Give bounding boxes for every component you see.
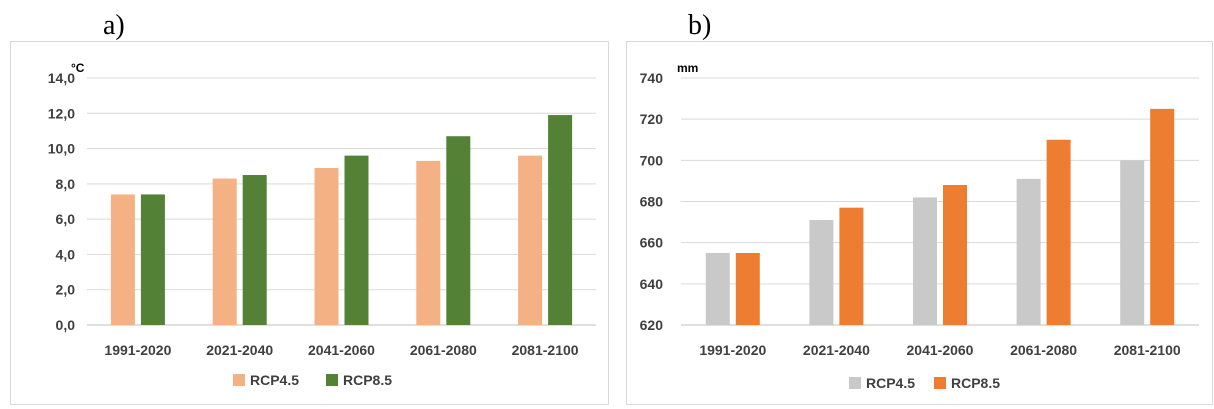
legend-swatch [233,374,245,386]
bar [1150,108,1175,325]
y-tick-label: 620 [640,317,664,333]
x-tick-label: 2061-2080 [410,342,477,358]
y-tick-label: 14,0 [48,70,75,86]
chart-a: 0,0 2,0 4,0 6,0 8,0 10,0 12,0 14,0 °C 1991-2020 20… [10,41,609,405]
y-tick-label: 660 [640,235,664,251]
bar [344,155,369,325]
bar [705,252,730,325]
y-tick-label: 0,0 [56,317,76,333]
bar [913,197,937,325]
y-tick-label: 720 [640,111,664,127]
bar [1016,178,1041,325]
bar [839,207,864,325]
legend-swatch [326,374,338,386]
x-tick-label: 1991-2020 [104,342,171,358]
x-tick-label: 2021-2040 [803,342,870,358]
y-tick-label: 6,0 [56,211,76,227]
x-tick-label: 2061-2080 [1010,342,1077,358]
bar [943,185,967,325]
chart-a-svg: 0,0 2,0 4,0 6,0 8,0 10,0 12,0 14,0°C 1991-2020 20… [48,61,596,388]
unit-label: mm [677,61,698,75]
legend-swatch [849,377,861,389]
panel-a-label: a) [103,10,125,41]
bar [1046,139,1071,325]
bar [416,160,441,325]
y-tick-label: 700 [640,152,664,168]
bar [1120,160,1145,325]
bar [242,175,267,325]
legend-label: RCP4.5 [866,375,915,391]
bar [735,252,760,325]
bar [314,167,339,325]
y-tick-label: 4,0 [56,246,76,262]
y-tick-label: 10,0 [48,141,75,157]
bar [110,194,135,325]
legend-label: RCP4.5 [250,372,299,388]
x-tick-label: 2041-2060 [907,342,974,358]
chart-b: 620 640 660 680 700 720 740 mm 1991-2020 2021-204… [626,41,1213,405]
bar [212,178,237,325]
panel-b-label: b) [688,10,712,41]
x-tick-label: 1991-2020 [699,342,766,358]
unit-label: °C [71,61,85,75]
legend-label: RCP8.5 [343,372,392,388]
x-tick-label: 2081-2100 [1114,342,1181,358]
legend-swatch [934,377,946,389]
legend-label: RCP8.5 [951,375,1000,391]
y-tick-label: 8,0 [56,176,76,192]
y-tick-label: 2,0 [56,282,76,298]
y-tick-label: 640 [640,276,664,292]
bar [446,136,471,325]
x-tick-label: 2081-2100 [512,342,579,358]
x-tick-label: 2021-2040 [206,342,273,358]
y-tick-label: 740 [640,70,664,86]
bar [518,155,543,325]
bar [140,194,165,325]
bar [548,115,573,325]
chart-b-svg: 620 640 660 680 700 720 740 mm 1991-2020 2021-204… [640,61,1199,391]
y-tick-label: 680 [640,194,664,210]
y-tick-label: 12,0 [48,105,75,121]
bar [809,220,834,325]
x-tick-label: 2041-2060 [308,342,375,358]
